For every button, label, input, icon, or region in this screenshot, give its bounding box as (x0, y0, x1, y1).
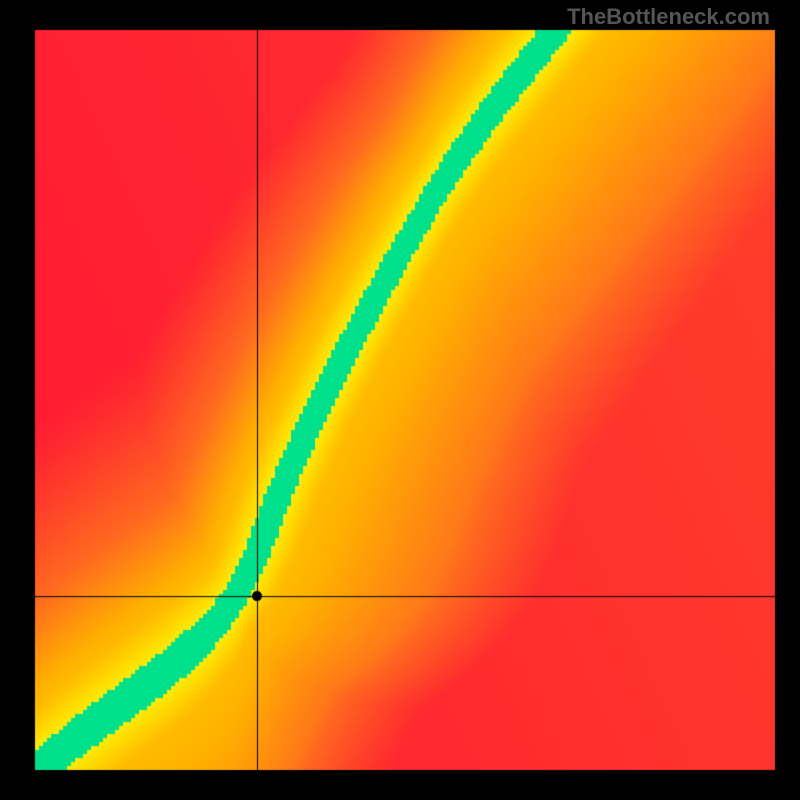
watermark-text: TheBottleneck.com (567, 4, 770, 30)
bottleneck-heatmap (0, 0, 800, 800)
